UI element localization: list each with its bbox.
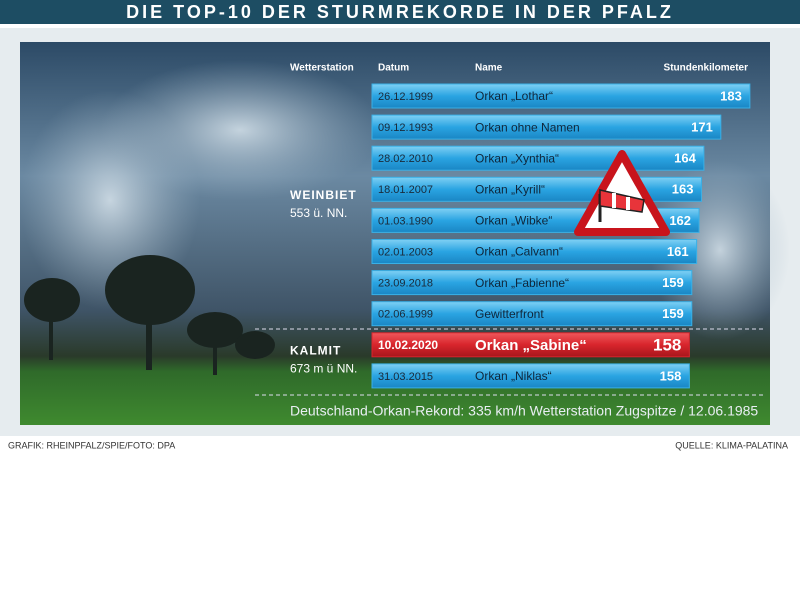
date: 28.02.2010 — [378, 153, 433, 165]
title-banner — [0, 0, 800, 24]
name: Orkan „Xynthia“ — [475, 151, 559, 165]
value-label: 163 — [672, 182, 694, 197]
bar — [371, 270, 693, 296]
bar — [371, 145, 705, 171]
value-label: 183 — [720, 88, 742, 103]
name: Orkan „Fabienne“ — [475, 276, 569, 290]
bar — [371, 239, 698, 264]
date: 02.01.2003 — [378, 246, 433, 258]
value-label: 159 — [662, 306, 684, 321]
value-label: 159 — [662, 275, 684, 290]
name: Orkan „Kyrill“ — [475, 182, 545, 196]
station-height: 553 ü. NN. — [290, 206, 347, 220]
value-label: 162 — [669, 213, 691, 228]
column-header: Name — [475, 63, 503, 74]
bar — [371, 332, 690, 358]
trees — [24, 255, 275, 375]
name: Orkan „Wibke“ — [475, 214, 552, 228]
bar — [371, 301, 693, 327]
column-header: Datum — [378, 63, 409, 74]
station-height: 673 m ü NN. — [290, 362, 357, 376]
value-label: 158 — [660, 368, 682, 383]
title: DIE TOP-10 DER STURMREKORDE IN DER PFALZ — [126, 2, 674, 22]
column-header: Wetterstation — [290, 63, 354, 74]
value-label: 158 — [653, 335, 681, 354]
record-note: Deutschland-Orkan-Rekord: 335 km/h Wette… — [290, 403, 758, 419]
bar — [371, 83, 751, 109]
name: Gewitterfront — [475, 307, 544, 321]
date: 02.06.1999 — [378, 309, 433, 321]
name: Orkan „Lothar“ — [475, 89, 553, 103]
date: 18.01.2007 — [378, 184, 433, 196]
station-name: KALMIT — [290, 344, 341, 358]
source: QUELLE: KLIMA-PALATINA — [675, 440, 788, 450]
value-label: 171 — [691, 120, 713, 135]
bar — [371, 363, 690, 389]
name: Orkan „Niklas“ — [475, 369, 552, 383]
warning-sign — [574, 150, 670, 236]
column-header: Stundenkilometer — [664, 63, 749, 74]
value-label: 164 — [674, 151, 696, 166]
date: 09.12.1993 — [378, 122, 433, 134]
value-label: 161 — [667, 244, 689, 259]
date: 26.12.1999 — [378, 91, 433, 103]
date: 10.02.2020 — [378, 338, 438, 352]
date: 31.03.2015 — [378, 371, 433, 383]
station-name: WEINBIET — [290, 188, 357, 202]
bar — [371, 114, 722, 140]
name: Orkan „Calvann“ — [475, 245, 563, 259]
cloud — [100, 60, 380, 200]
date: 23.09.2018 — [378, 278, 433, 290]
date: 01.03.1990 — [378, 215, 433, 227]
credit: GRAFIK: RHEINPFALZ/SPIE/FOTO: DPA — [8, 440, 175, 450]
name: Orkan ohne Namen — [475, 120, 580, 134]
name: Orkan „Sabine“ — [475, 337, 587, 354]
